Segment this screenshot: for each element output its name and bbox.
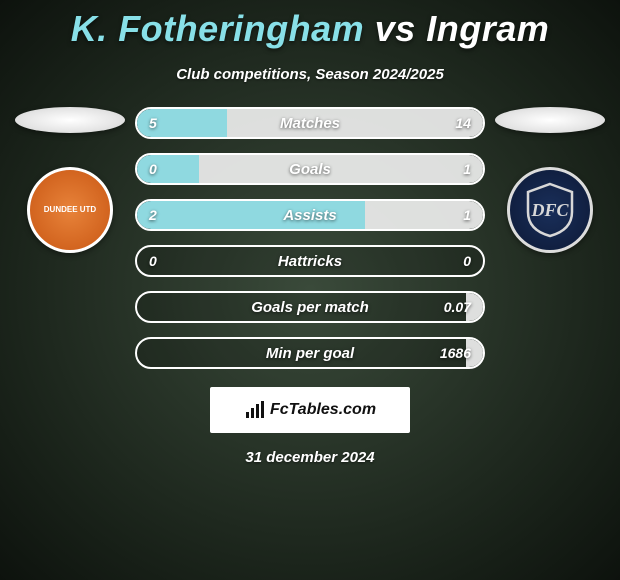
stat-label: Matches	[280, 115, 340, 132]
stat-label: Assists	[283, 207, 336, 224]
stat-fill-right	[199, 155, 483, 183]
left-crest-label: DUNDEE UTD	[44, 206, 96, 215]
stat-value-right: 1	[463, 207, 471, 223]
stat-value-right: 0	[463, 253, 471, 269]
footer-brand-text: FcTables.com	[270, 401, 376, 419]
stat-value-right: 14	[455, 115, 471, 131]
right-club-crest: DFC	[507, 167, 593, 253]
stat-row: 2 Assists 1	[135, 199, 485, 231]
stat-fill-right	[227, 109, 483, 137]
comparison-container: DUNDEE UTD 5 Matches 14 0 Goals 1 2 Assists 1 0 Ha…	[0, 107, 620, 369]
footer-date: 31 december 2024	[0, 449, 620, 466]
stat-label: Goals per match	[251, 299, 369, 316]
stat-row: 0 Goals 1	[135, 153, 485, 185]
left-club-crest: DUNDEE UTD	[27, 167, 113, 253]
player1-name: K. Fotheringham	[71, 8, 365, 49]
footer-brand-badge: FcTables.com	[210, 387, 410, 433]
dfc-shield-icon: DFC	[520, 180, 580, 240]
stat-row: Min per goal 1686	[135, 337, 485, 369]
stat-value-left: 2	[149, 207, 157, 223]
chart-icon	[244, 399, 266, 421]
player2-name: Ingram	[426, 8, 549, 49]
left-ellipse	[15, 107, 125, 133]
subtitle: Club competitions, Season 2024/2025	[0, 66, 620, 83]
right-ellipse	[495, 107, 605, 133]
stat-value-left: 5	[149, 115, 157, 131]
stat-label: Hattricks	[278, 253, 342, 270]
stat-label: Min per goal	[266, 345, 354, 362]
left-crest-column: DUNDEE UTD	[15, 107, 125, 253]
stats-list: 5 Matches 14 0 Goals 1 2 Assists 1 0 Hattricks 0 Goa…	[135, 107, 485, 369]
right-crest-column: DFC	[495, 107, 605, 253]
comparison-title: K. Fotheringham vs Ingram	[0, 0, 620, 50]
stat-label: Goals	[289, 161, 331, 178]
stat-value-right: 1686	[440, 345, 471, 361]
stat-row: Goals per match 0.07	[135, 291, 485, 323]
stat-fill-left	[137, 155, 199, 183]
stat-value-right: 0.07	[444, 299, 471, 315]
stat-row: 5 Matches 14	[135, 107, 485, 139]
vs-text: vs	[375, 8, 416, 49]
stat-value-left: 0	[149, 161, 157, 177]
svg-text:DFC: DFC	[530, 200, 569, 220]
stat-value-left: 0	[149, 253, 157, 269]
stat-row: 0 Hattricks 0	[135, 245, 485, 277]
stat-value-right: 1	[463, 161, 471, 177]
